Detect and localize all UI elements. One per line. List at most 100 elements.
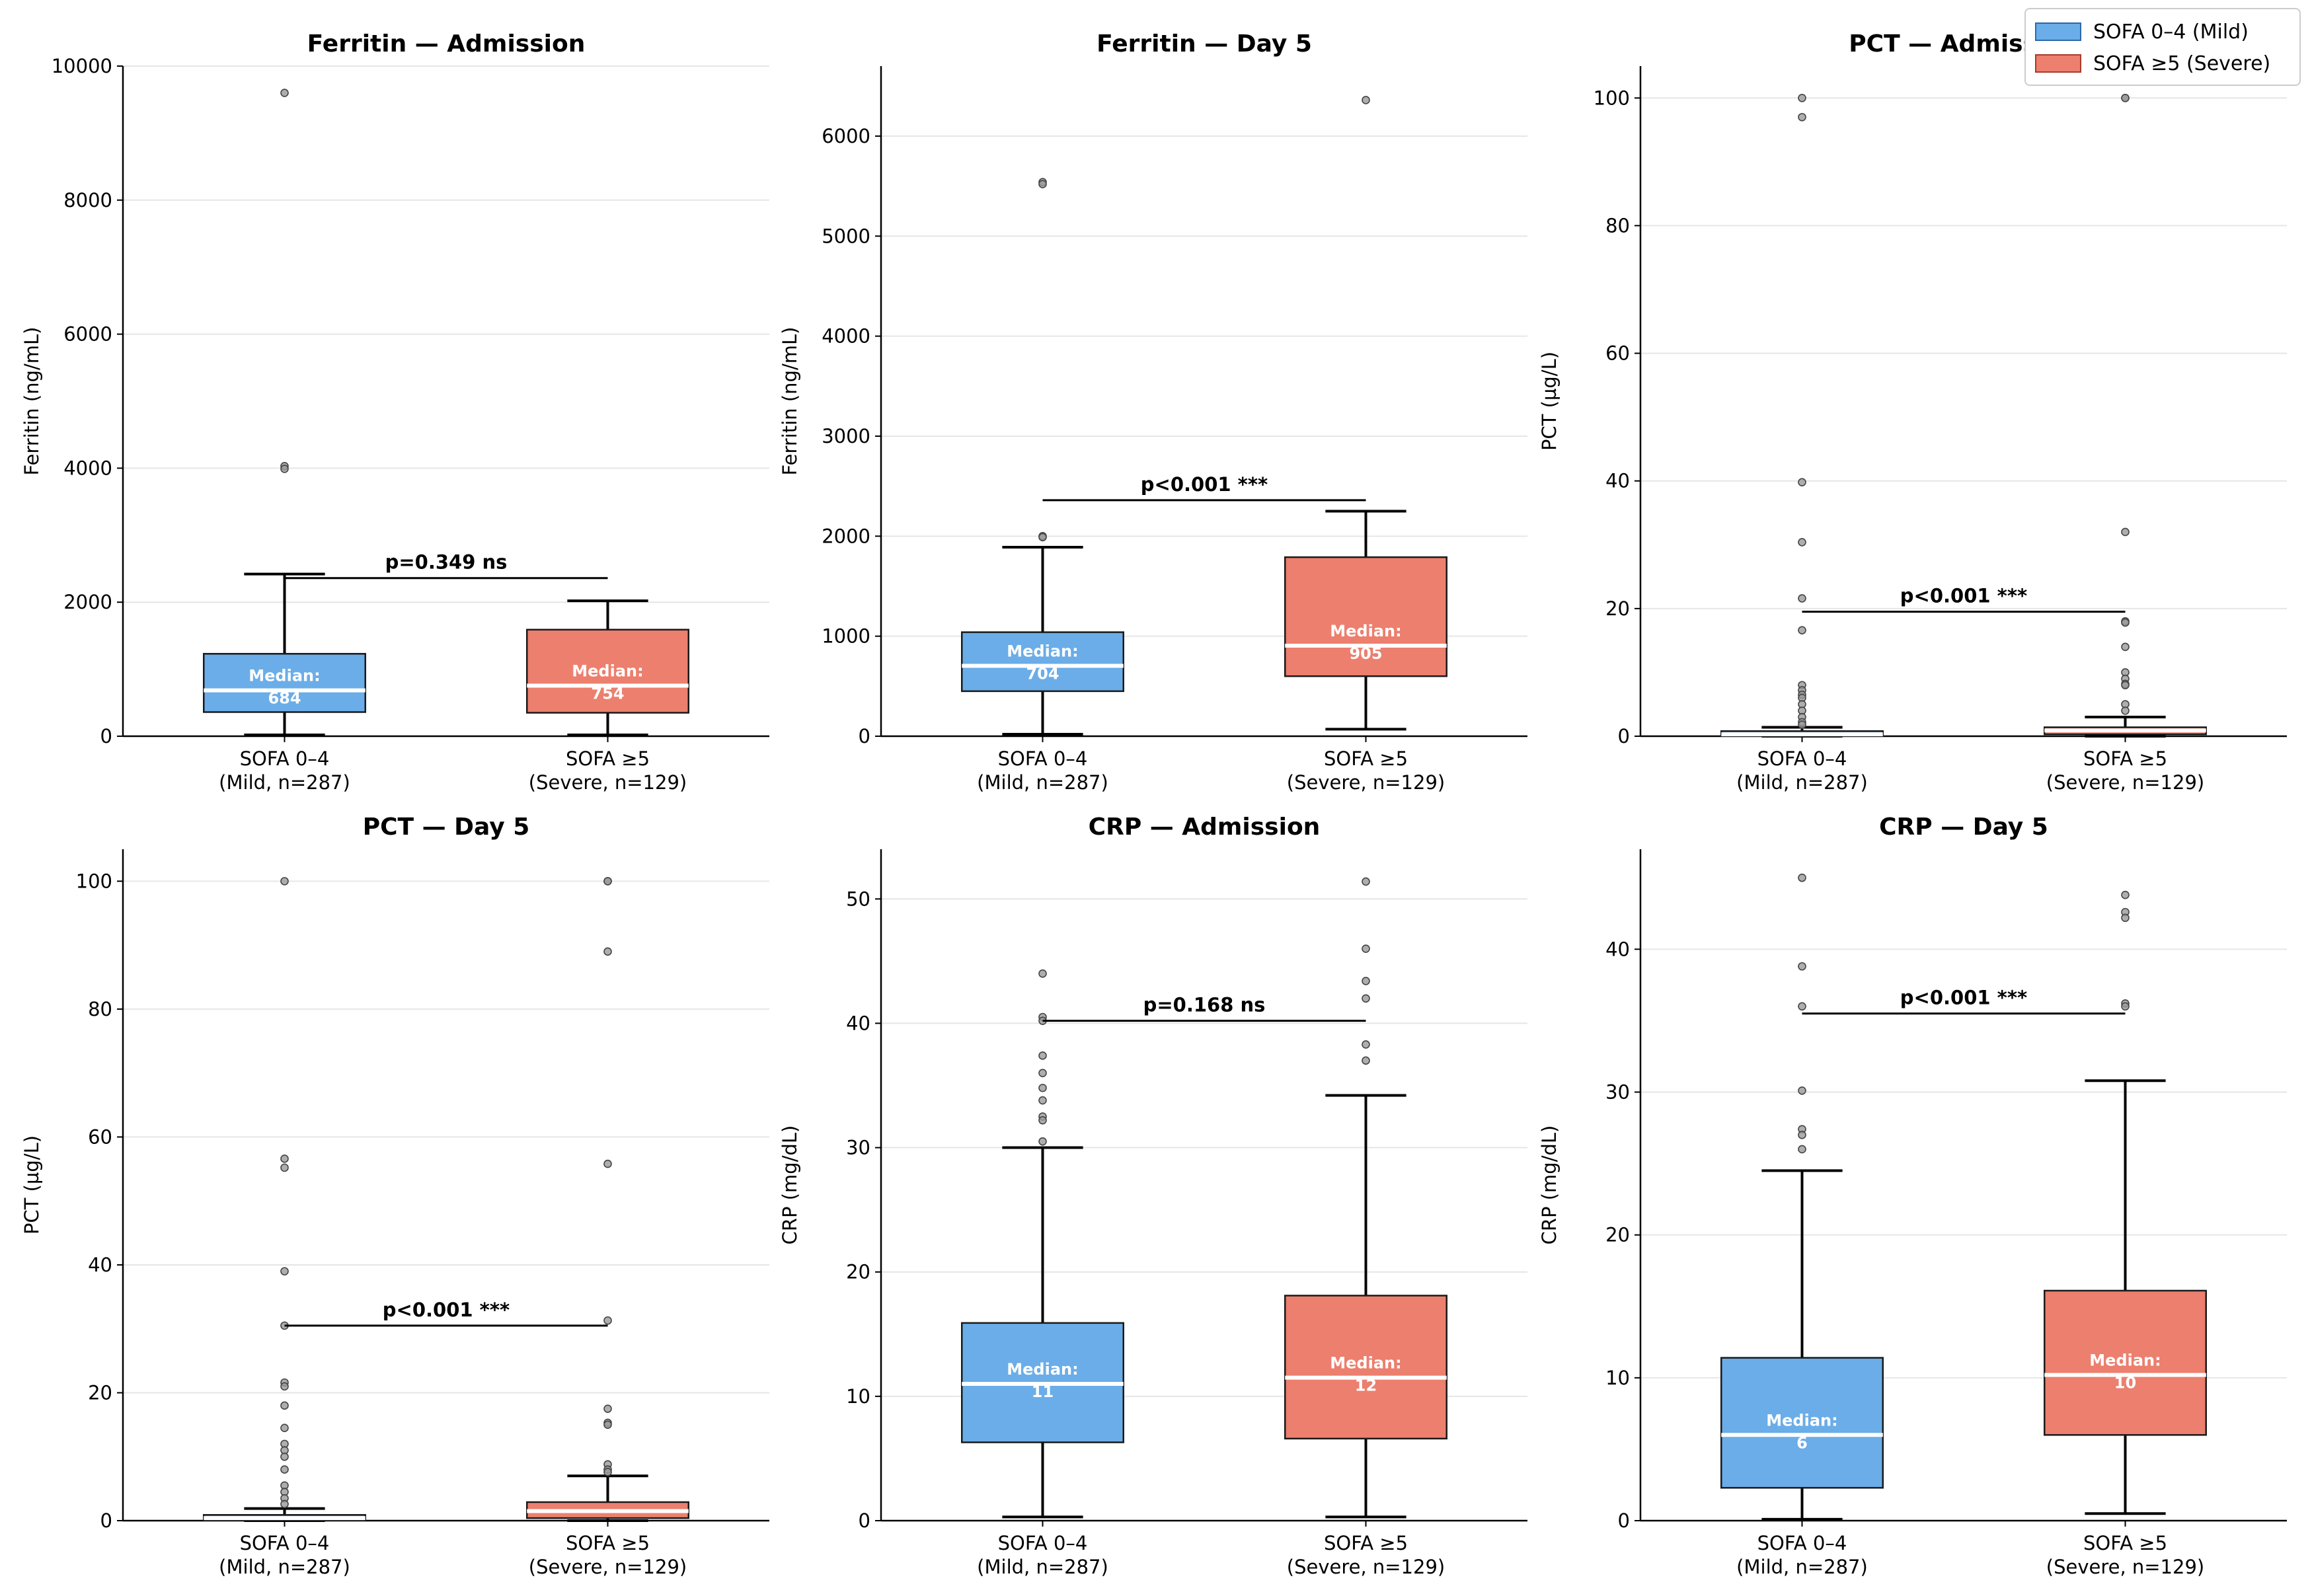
y-tick-label: 4000	[63, 457, 112, 479]
outlier-point	[2121, 527, 2130, 537]
y-tick-label: 20	[1605, 1224, 1630, 1246]
chart-title: Ferritin — Day 5	[1097, 30, 1312, 57]
x-tick-label: SOFA 0–4	[998, 1532, 1088, 1554]
outlier-point	[1038, 1083, 1047, 1092]
chart-panel: 0 10 20 30 40 50 CRP — Admission CRP (mg/dL) SOF…	[779, 814, 1527, 1578]
outlier-point	[1362, 1040, 1370, 1049]
y-tick-label: 2000	[63, 591, 112, 613]
x-tick-label: (Mild, n=287)	[1736, 1556, 1868, 1578]
y-tick-label: 10000	[52, 55, 112, 77]
median-label: Median:	[1766, 1411, 1837, 1429]
outlier-point	[1038, 1137, 1047, 1146]
chart-title: PCT — Day 5	[363, 814, 530, 841]
outlier-point	[280, 1155, 289, 1163]
outlier-point	[280, 1401, 289, 1410]
pvalue-label: p=0.349 ns	[385, 551, 508, 574]
outlier-point	[280, 1465, 289, 1474]
median-value: 905	[1349, 644, 1382, 663]
outlier-point	[280, 877, 289, 886]
legend-item-mild: SOFA 0–4 (Mild)	[2035, 19, 2249, 45]
legend-item-severe: SOFA ≥5 (Severe)	[2035, 50, 2270, 77]
chart-panel: 0 20 40 60 80 100 PCT — Day 5 PCT (µg/L) SOFA 0–…	[20, 814, 769, 1578]
outlier-point	[2121, 1002, 2130, 1011]
outlier-point	[603, 1468, 612, 1476]
chart-title: CRP — Admission	[1089, 814, 1321, 841]
x-tick-label: SOFA ≥5	[566, 1532, 650, 1554]
chart-panel: 0 2000 4000 6000 8000 10000 Ferritin — Admissi…	[20, 30, 769, 794]
x-tick-label: SOFA 0–4	[240, 1532, 330, 1554]
y-tick-label: 60	[1605, 342, 1630, 365]
outlier-point	[280, 1452, 289, 1461]
outlier-point	[2121, 890, 2130, 899]
median-value: 10	[2114, 1374, 2136, 1392]
box-mild	[203, 653, 366, 713]
y-tick-label: 0	[859, 725, 870, 747]
x-tick-label: (Mild, n=287)	[977, 771, 1108, 794]
x-tick-label: SOFA ≥5	[1324, 1532, 1408, 1554]
median-value: 754	[591, 685, 624, 703]
legend-swatch-severe	[2035, 54, 2081, 73]
y-tick-label: 6000	[63, 323, 112, 346]
median-label: Median:	[2089, 1351, 2161, 1370]
y-tick-label: 0	[859, 1509, 870, 1532]
y-tick-label: 0	[100, 725, 112, 747]
outlier-point	[2121, 913, 2130, 923]
pvalue-label: p<0.001 ***	[1141, 473, 1268, 496]
y-tick-label: 100	[76, 870, 112, 892]
outlier-point	[1038, 969, 1047, 978]
outlier-point	[1798, 1086, 1806, 1095]
x-tick-label: SOFA ≥5	[566, 747, 650, 770]
pvalue-label: p<0.001 ***	[1900, 585, 2027, 607]
y-tick-label: 2000	[822, 525, 870, 547]
outlier-point	[280, 465, 289, 473]
outlier-point	[1362, 96, 1370, 104]
outlier-point	[1798, 594, 1806, 603]
outlier-point	[2121, 706, 2130, 715]
outlier-point	[2121, 681, 2130, 690]
outlier-point	[1038, 533, 1047, 542]
outlier-point	[1038, 180, 1047, 188]
outlier-point	[1798, 720, 1806, 729]
median-value: 12	[1355, 1377, 1377, 1395]
outlier-point	[1362, 1056, 1370, 1065]
legend-label-severe: SOFA ≥5 (Severe)	[2093, 52, 2271, 75]
outlier-point	[603, 947, 612, 956]
x-tick-label: SOFA 0–4	[998, 747, 1088, 770]
box-mild	[1720, 1357, 1884, 1489]
x-tick-label: (Mild, n=287)	[1736, 771, 1868, 794]
median-label: Median:	[249, 667, 320, 685]
outlier-point	[280, 1163, 289, 1172]
y-tick-label: 0	[1618, 725, 1630, 747]
y-tick-label: 0	[1618, 1509, 1630, 1532]
x-tick-label: (Mild, n=287)	[977, 1556, 1108, 1578]
outlier-point	[1798, 1131, 1806, 1139]
y-tick-label: 60	[88, 1125, 112, 1148]
median-value: 11	[1032, 1383, 1054, 1401]
box-severe	[526, 628, 689, 714]
outlier-point	[1798, 962, 1806, 971]
y-tick-label: 20	[1605, 597, 1630, 620]
outlier-point	[603, 1404, 612, 1413]
chart-title: Ferritin — Admission	[307, 30, 586, 57]
y-tick-label: 30	[1605, 1081, 1630, 1103]
median-label: Median:	[1330, 622, 1401, 640]
median-label: Median:	[1330, 1354, 1401, 1373]
x-tick-label: (Mild, n=287)	[219, 1556, 350, 1578]
y-axis-label: PCT (µg/L)	[20, 1135, 43, 1235]
median-value: 684	[268, 689, 301, 708]
y-axis-label: PCT (µg/L)	[1538, 352, 1560, 451]
y-tick-label: 3000	[822, 425, 870, 447]
outlier-point	[1362, 877, 1370, 886]
y-tick-label: 1000	[822, 625, 870, 648]
y-axis-label: Ferritin (ng/mL)	[20, 327, 43, 476]
x-tick-label: SOFA 0–4	[1757, 1532, 1847, 1554]
y-tick-label: 100	[1594, 87, 1630, 109]
outlier-point	[1362, 994, 1370, 1003]
median-label: Median:	[1007, 642, 1078, 660]
y-axis-label: CRP (mg/dL)	[779, 1125, 801, 1245]
median-label: Median:	[1007, 1360, 1078, 1379]
outlier-point	[1798, 1002, 1806, 1011]
box-severe	[2044, 1289, 2207, 1436]
x-tick-label: SOFA ≥5	[2083, 1532, 2167, 1554]
outlier-point	[1798, 873, 1806, 882]
